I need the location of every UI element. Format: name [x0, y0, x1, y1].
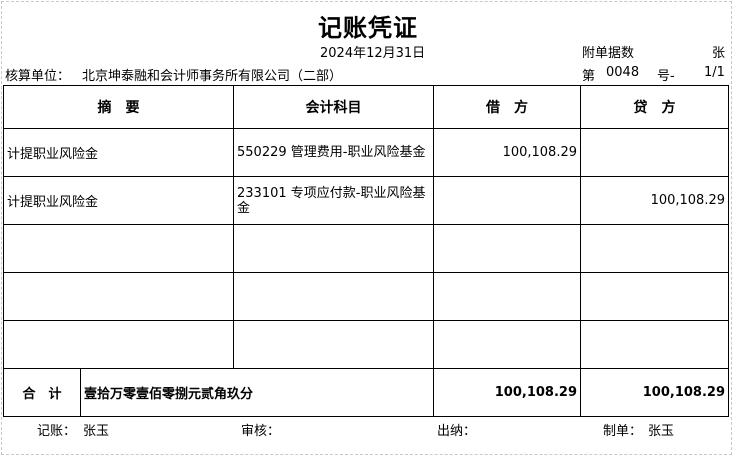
summary-cell [3, 320, 234, 369]
voucher-table: 摘 要 会计科目 借 方 贷 方 计提职业风险金 550229 管理费用-职业风… [3, 85, 729, 417]
bookkeeper-name: 张玉 [83, 424, 110, 439]
voucher-title: 记账凭证 [318, 13, 418, 42]
total-credit: 100,108.29 [580, 368, 729, 417]
total-row: 合 计 壹拾万零壹佰零捌元贰角玖分 100,108.29 100,108.29 [3, 368, 729, 417]
preparer-label: 制单： [603, 424, 643, 439]
table-row [3, 272, 729, 321]
voucher-prefix: 第 [582, 69, 596, 84]
cashier-label: 出纳： [437, 424, 477, 439]
voucher-date: 2024年12月31日 [320, 46, 426, 61]
credit-cell [580, 272, 729, 321]
credit-cell [580, 128, 729, 177]
header-account: 会计科目 [233, 85, 434, 129]
table-row: 计提职业风险金 550229 管理费用-职业风险基金 100,108.29 [3, 128, 729, 177]
debit-cell [433, 176, 581, 225]
account-cell [233, 224, 434, 273]
attachments-label: 附单据数 [582, 46, 635, 61]
debit-cell [433, 320, 581, 369]
account-cell: 233101 专项应付款-职业风险基金 [233, 176, 434, 225]
unit-label: 核算单位： [5, 69, 71, 84]
credit-cell [580, 320, 729, 369]
total-amount-words: 壹拾万零壹佰零捌元贰角玖分 [80, 368, 434, 417]
unit-name: 北京坤泰融和会计师事务所有限公司（二部） [82, 69, 343, 84]
credit-cell: 100,108.29 [580, 176, 729, 225]
reviewer-label: 审核： [241, 424, 281, 439]
account-cell [233, 272, 434, 321]
voucher-page-count: 1/1 [704, 65, 725, 80]
summary-cell [3, 224, 234, 273]
debit-cell: 100,108.29 [433, 128, 581, 177]
credit-cell [580, 224, 729, 273]
summary-cell [3, 272, 234, 321]
total-debit: 100,108.29 [433, 368, 581, 417]
debit-cell [433, 224, 581, 273]
attachments-unit: 张 [712, 46, 726, 61]
account-cell [233, 320, 434, 369]
bookkeeper-label: 记账： [37, 424, 77, 439]
voucher-number: 0048 [606, 65, 640, 80]
total-label: 合 计 [3, 368, 81, 417]
header-row: 摘 要 会计科目 借 方 贷 方 [3, 85, 729, 129]
preparer-name: 张玉 [648, 424, 675, 439]
account-cell: 550229 管理费用-职业风险基金 [233, 128, 434, 177]
summary-cell: 计提职业风险金 [3, 176, 234, 225]
header-summary: 摘 要 [3, 85, 234, 129]
header-credit: 贷 方 [580, 85, 729, 129]
summary-cell: 计提职业风险金 [3, 128, 234, 177]
table-row [3, 320, 729, 369]
header-debit: 借 方 [433, 85, 581, 129]
table-row [3, 224, 729, 273]
debit-cell [433, 272, 581, 321]
voucher-suffix: 号- [657, 69, 675, 84]
table-row: 计提职业风险金 233101 专项应付款-职业风险基金 100,108.29 [3, 176, 729, 225]
